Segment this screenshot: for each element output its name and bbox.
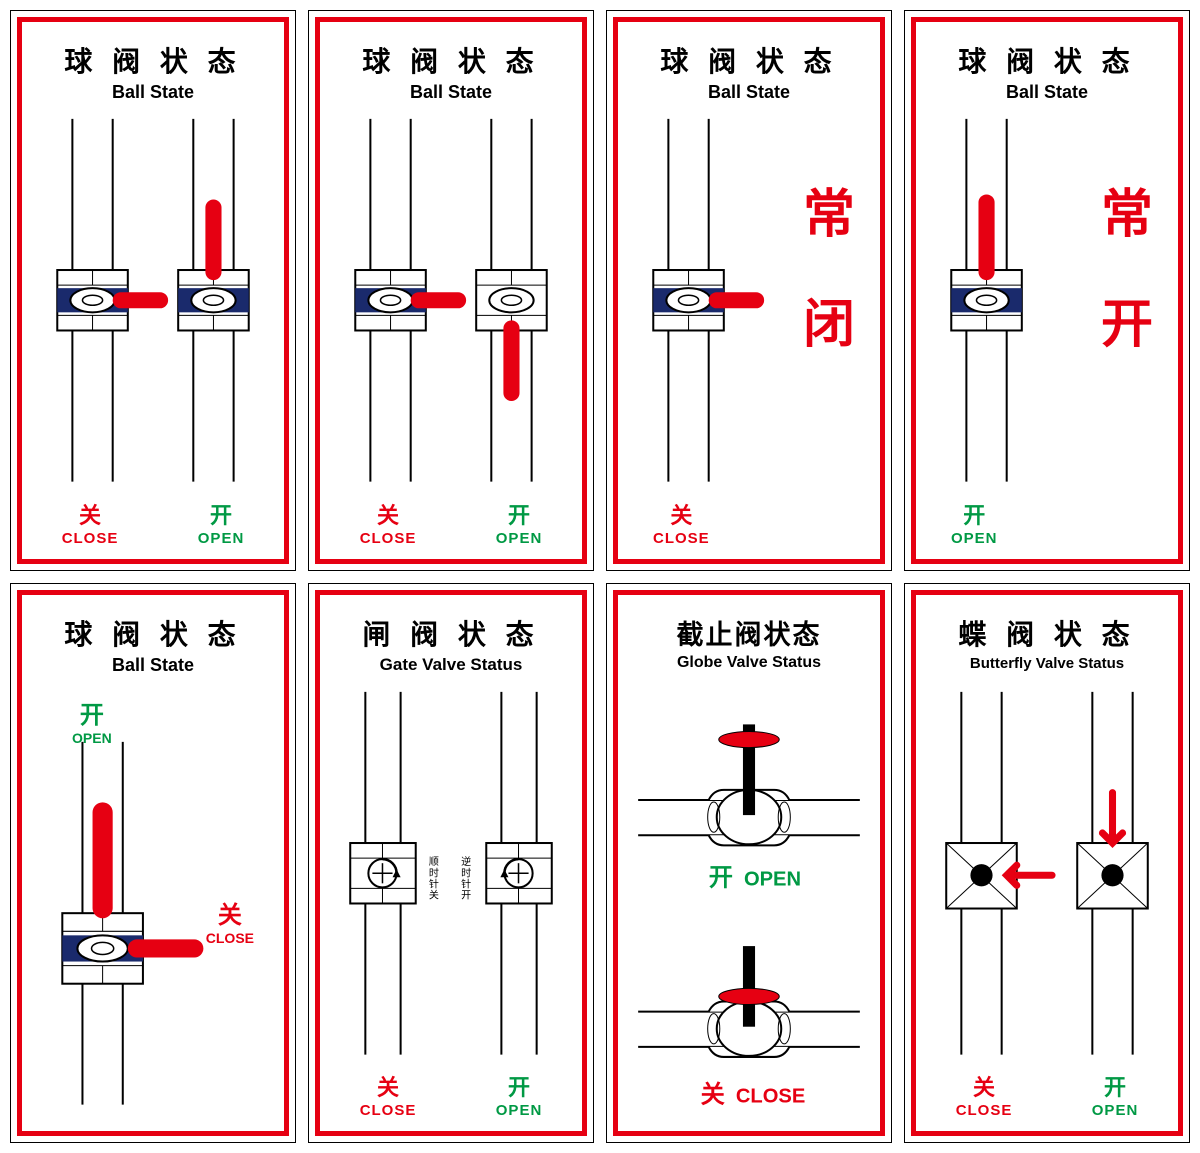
footer: 开 OPEN — [916, 498, 1178, 547]
status-open: 开 OPEN — [496, 1070, 543, 1119]
title-en: Ball State — [320, 82, 582, 103]
title-cn: 球 阀 状 态 — [618, 40, 880, 80]
svg-text:开: 开 — [709, 864, 733, 891]
diagram — [22, 112, 284, 489]
status-open: 开 OPEN — [1092, 1070, 1139, 1119]
svg-text:CLOSE: CLOSE — [736, 1085, 805, 1107]
svg-text:逆: 逆 — [461, 855, 471, 868]
gate-svg: 顺 时 针 关 — [320, 685, 582, 1062]
footer: 关 CLOSE 开 OPEN — [320, 498, 582, 547]
status-close: 关 CLOSE — [62, 498, 119, 547]
title-cn: 截止阀状态 — [618, 613, 880, 652]
status-open: 开 OPEN — [198, 498, 245, 547]
svg-text:关: 关 — [701, 1081, 726, 1108]
title-cn: 蝶 阀 状 态 — [916, 613, 1178, 653]
diagram — [916, 685, 1178, 1062]
card-ball-state-nc: 球 阀 状 态 Ball State — [606, 10, 892, 571]
footer: 关 CLOSE 开 OPEN — [320, 1070, 582, 1119]
butterfly-svg — [916, 685, 1178, 1062]
svg-text:顺: 顺 — [429, 856, 439, 868]
card-ball-state-no: 球 阀 状 态 Ball State — [904, 10, 1190, 571]
diagram: 顺 时 针 关 — [320, 685, 582, 1062]
card-ball-state-overlay: 球 阀 状 态 Ball State 开 OPEN — [10, 583, 296, 1144]
footer: 关 CLOSE 开 OPEN — [22, 498, 284, 547]
svg-text:开: 开 — [461, 890, 471, 901]
title-en: Butterfly Valve Status — [916, 655, 1178, 672]
title-en: Globe Valve Status — [618, 654, 880, 672]
status-close: 关 CLOSE — [653, 498, 710, 547]
title-cn: 球 阀 状 态 — [22, 613, 284, 653]
title-cn: 球 阀 状 态 — [22, 40, 284, 80]
bigchar-1: 常 — [803, 172, 855, 247]
card-ball-state-2: 球 阀 状 态 Ball State — [308, 10, 594, 571]
svg-text:关: 关 — [429, 888, 439, 901]
title-en: Gate Valve Status — [320, 655, 582, 675]
close-label-side: 关 CLOSE — [206, 895, 254, 946]
svg-text:针: 针 — [429, 877, 439, 890]
card-globe-valve: 截止阀状态 Globe Valve Status — [606, 583, 892, 1144]
status-open: 开 OPEN — [496, 498, 543, 547]
svg-text:OPEN: OPEN — [744, 868, 801, 890]
svg-text:针: 针 — [461, 877, 471, 890]
footer: 关 CLOSE — [618, 498, 880, 547]
footer: 关 CLOSE 开 OPEN — [916, 1070, 1178, 1119]
status-close: 关 CLOSE — [360, 498, 417, 547]
status-close: 关 CLOSE — [360, 1070, 417, 1119]
bigchar-1: 常 — [1101, 172, 1153, 247]
title-en: Ball State — [618, 82, 880, 103]
title-cn: 球 阀 状 态 — [916, 40, 1178, 80]
diagram: 开 OPEN 关 CLOSE — [618, 680, 880, 1122]
ball-double-svg — [320, 112, 582, 489]
title-en: Ball State — [22, 655, 284, 676]
title-en: Ball State — [916, 82, 1178, 103]
svg-text:时: 时 — [429, 867, 439, 879]
card-butterfly-valve: 蝶 阀 状 态 Butterfly Valve Status — [904, 583, 1190, 1144]
globe-svg: 开 OPEN 关 CLOSE — [618, 680, 880, 1122]
status-open: 开 OPEN — [951, 498, 998, 547]
status-close: 关 CLOSE — [956, 1070, 1013, 1119]
ball-diagram-svg — [22, 112, 284, 489]
svg-text:时: 时 — [461, 867, 471, 879]
bigchar-2: 开 — [1101, 282, 1153, 357]
bigchar-2: 闭 — [803, 282, 855, 357]
card-ball-state-1: 球 阀 状 态 Ball State — [10, 10, 296, 571]
diagram — [320, 112, 582, 489]
title-cn: 球 阀 状 态 — [320, 40, 582, 80]
title-en: Ball State — [22, 82, 284, 103]
card-gate-valve: 闸 阀 状 态 Gate Valve Status — [308, 583, 594, 1144]
title-cn: 闸 阀 状 态 — [320, 613, 582, 653]
card-grid: 球 阀 状 态 Ball State — [10, 10, 1190, 1143]
